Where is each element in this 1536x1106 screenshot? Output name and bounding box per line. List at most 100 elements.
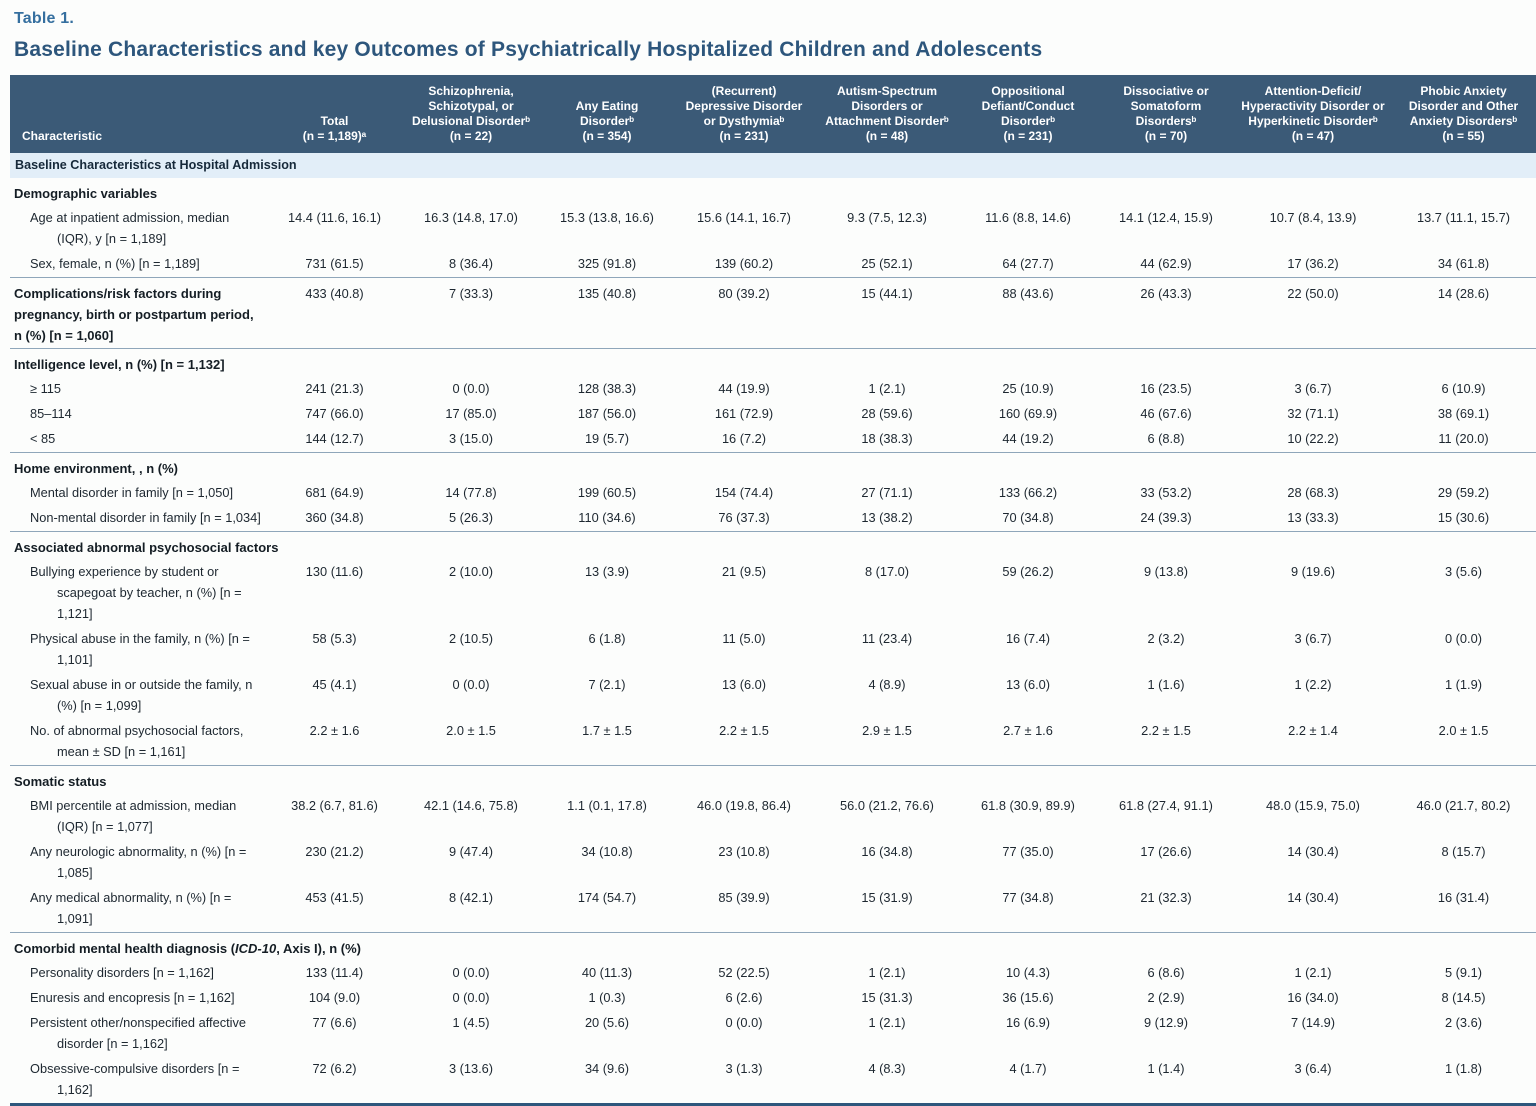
data-cell: 5 (9.1) [1445, 965, 1482, 980]
table-header: Characteristic Total (n = 1,189)ᵃ Schizophr… [10, 75, 1536, 153]
data-cell: 16 (7.4) [1005, 631, 1051, 646]
section-band: Baseline Characteristics at Hospital Adm… [10, 153, 1536, 178]
header-line: Characteristic [22, 129, 103, 143]
data-cell: 18 (38.3) [861, 431, 913, 446]
column-header: (Recurrent) Depressive Disorder or Dysthym… [673, 75, 815, 153]
data-cell: 6 (1.8) [588, 631, 626, 646]
label-part: Comorbid mental health diagnosis ( [14, 941, 236, 956]
data-cell: 11 (5.0) [722, 631, 766, 646]
data-cell: 14 (30.4) [1287, 844, 1339, 859]
data-cell: 453 (41.5) [305, 890, 364, 905]
data-cell: 14 (30.4) [1287, 890, 1339, 905]
group-header-label: Intelligence level, n (%) [n = 1,132] [10, 348, 1536, 377]
data-cell: 1.1 (0.1, 17.8) [567, 798, 647, 813]
row-label: Mental disorder in family [n = 1,050] [30, 485, 234, 500]
group-header-row: Home environment, , n (%) [10, 452, 1536, 481]
row-label: Any medical abnormality, n (%) [n = 1,09… [30, 890, 232, 926]
data-cell: 46.0 (19.8, 86.4) [697, 798, 791, 813]
data-cell: 2.2 ± 1.4 [1288, 723, 1338, 738]
data-cell: 42.1 (14.6, 75.8) [424, 798, 518, 813]
column-header: Any Eating Disorderᵇ (n = 354) [541, 75, 673, 153]
data-cell: 7 (2.1) [588, 677, 626, 692]
data-cell: 174 (54.7) [577, 890, 637, 905]
data-cell: 139 (60.2) [714, 256, 774, 271]
group-header-label: Home environment, , n (%) [10, 452, 1536, 481]
header-line: (n = 55) [1442, 129, 1485, 143]
label-part: ICD-10 [235, 941, 277, 956]
row-label: No. of abnormal psychosocial factors, me… [30, 723, 244, 759]
data-cell: 0 (0.0) [452, 965, 490, 980]
data-cell: 34 (10.8) [581, 844, 633, 859]
data-cell: 77 (34.8) [1002, 890, 1054, 905]
data-cell: 0 (0.0) [452, 990, 490, 1005]
data-cell: 3 (6.7) [1294, 631, 1332, 646]
data-cell: 360 (34.8) [305, 510, 364, 525]
header-row: Characteristic Total (n = 1,189)ᵃ Schizophr… [10, 75, 1536, 153]
data-cell: 46 (67.6) [1140, 406, 1192, 421]
data-cell: 13 (6.0) [1005, 677, 1051, 692]
data-cell: 16 (31.4) [1437, 890, 1490, 905]
data-cell: 133 (11.4) [305, 965, 364, 980]
group-header-label: Comorbid mental health diagnosis (ICD-10… [10, 932, 1536, 961]
table-body: Baseline Characteristics at Hospital Adm… [10, 153, 1536, 1105]
column-header: Total (n = 1,189)ᵃ [268, 75, 401, 153]
data-cell: 16 (23.5) [1140, 381, 1192, 396]
data-cell: 77 (35.0) [1002, 844, 1054, 859]
data-cell: 13 (6.0) [721, 677, 767, 692]
row-label: ≥ 115 [30, 381, 61, 396]
data-cell: 1 (2.1) [1294, 965, 1332, 980]
data-cell: 6 (2.6) [725, 990, 763, 1005]
data-cell: 88 (43.6) [959, 277, 1097, 349]
header-line: Schizotypal, or [428, 99, 514, 113]
data-cell: 747 (66.0) [305, 406, 364, 421]
data-cell: 11 (20.0) [1438, 431, 1489, 446]
data-cell: 19 (5.7) [584, 431, 630, 446]
header-line: Disordersᵇ [1135, 114, 1197, 128]
group-header-row: Somatic status [10, 765, 1536, 794]
data-cell: 2 (10.0) [448, 564, 494, 579]
data-cell: 4 (8.3) [868, 1061, 906, 1076]
data-cell: 15 (31.3) [861, 990, 913, 1005]
data-cell: 7 (33.3) [401, 277, 541, 349]
header-line: (n = 70) [1144, 129, 1188, 143]
data-cell: 15 (30.6) [1437, 510, 1490, 525]
column-header: Oppositional Defiant/Conduct Disorderᵇ (n =… [959, 75, 1097, 153]
data-cell: 110 (34.6) [578, 510, 636, 525]
data-cell: 33 (53.2) [1140, 485, 1192, 500]
data-cell: 4 (1.7) [1009, 1061, 1047, 1076]
data-cell: 6 (8.8) [1147, 431, 1185, 446]
data-cell: 28 (68.3) [1287, 485, 1339, 500]
data-cell: 25 (10.9) [1002, 381, 1054, 396]
row-label: 85–114 [30, 406, 72, 421]
data-cell: 9 (13.8) [1143, 564, 1189, 579]
table-row: Bullying experience by student or scapeg… [10, 560, 1536, 627]
data-cell: 1 (2.2) [1294, 677, 1332, 692]
data-cell: 32 (71.1) [1287, 406, 1339, 421]
data-cell: 23 (10.8) [718, 844, 770, 859]
header-line: (n = 231) [719, 129, 769, 143]
column-header: Dissociative or Somatoform Disordersᵇ (n = … [1097, 75, 1235, 153]
row-label: Physical abuse in the family, n (%) [n =… [30, 631, 250, 667]
data-cell: 6 (10.9) [1441, 381, 1486, 396]
data-cell: 2.2 ± 1.6 [309, 723, 360, 738]
data-cell: 25 (52.1) [861, 256, 913, 271]
characteristics-table: Characteristic Total (n = 1,189)ᵃ Schizophr… [10, 75, 1536, 1106]
data-cell: 230 (21.2) [305, 844, 364, 859]
data-cell: 40 (11.3) [581, 965, 633, 980]
column-header-characteristic: Characteristic [10, 75, 268, 153]
data-cell: 48.0 (15.9, 75.0) [1266, 798, 1360, 813]
data-cell: 16 (34.0) [1287, 990, 1339, 1005]
data-cell: 13.7 (11.1, 15.7) [1417, 210, 1510, 225]
data-cell: 8 (15.7) [1441, 844, 1486, 859]
data-cell: 1 (1.9) [1445, 677, 1482, 692]
data-cell: 36 (15.6) [1002, 990, 1054, 1005]
table-row: Age at inpatient admission, median (IQR)… [10, 206, 1536, 252]
data-cell: 15 (44.1) [815, 277, 959, 349]
data-cell: 1 (1.4) [1147, 1061, 1185, 1076]
group-header-row: Associated abnormal psychosocial factors [10, 531, 1536, 560]
data-cell: 1 (4.5) [452, 1015, 490, 1030]
data-cell: 26 (43.3) [1097, 277, 1235, 349]
data-cell: 44 (19.9) [718, 381, 770, 396]
data-cell: 160 (69.9) [998, 406, 1058, 421]
data-cell: 731 (61.5) [305, 256, 364, 271]
